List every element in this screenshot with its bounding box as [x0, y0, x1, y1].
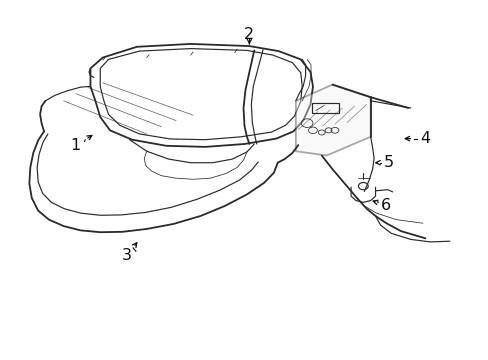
Text: 4: 4 — [420, 131, 429, 146]
Bar — [311, 103, 338, 113]
Text: 6: 6 — [381, 198, 390, 213]
Text: 5: 5 — [383, 155, 393, 170]
Text: 2: 2 — [244, 27, 254, 42]
Polygon shape — [295, 85, 370, 156]
Text: 1: 1 — [71, 138, 81, 153]
Text: 3: 3 — [122, 248, 132, 263]
